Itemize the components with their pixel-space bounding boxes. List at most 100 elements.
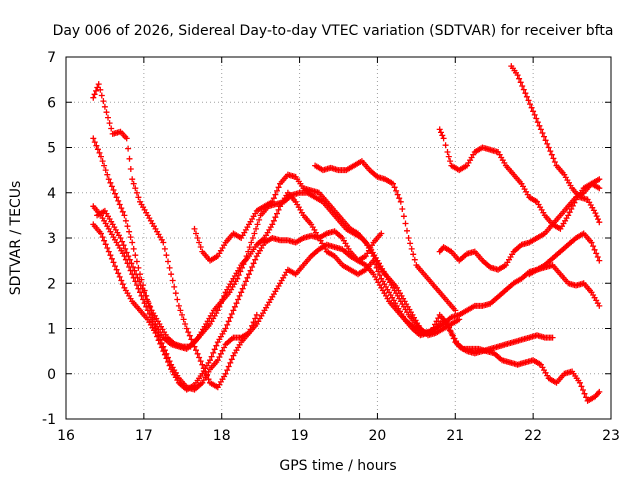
data-point <box>154 332 157 334</box>
data-point <box>364 264 367 266</box>
data-point <box>333 246 336 248</box>
data-point <box>287 268 289 271</box>
data-point <box>598 305 601 307</box>
data-point <box>536 201 538 203</box>
data-point <box>466 253 468 255</box>
data-point <box>571 187 573 190</box>
data-point <box>567 282 569 285</box>
data-point <box>466 164 468 167</box>
plot-frame <box>65 56 612 420</box>
data-point <box>224 327 227 330</box>
data-point <box>547 146 550 149</box>
data-point <box>283 201 285 203</box>
data-point <box>551 223 554 226</box>
data-point <box>170 273 172 276</box>
data-point <box>162 350 165 352</box>
data-point <box>92 223 95 226</box>
data-series <box>90 63 603 404</box>
data-point <box>108 228 110 230</box>
data-point <box>314 164 316 167</box>
x-tick-label: 22 <box>524 428 542 444</box>
data-point <box>536 237 538 239</box>
data-point <box>470 348 472 350</box>
data-point <box>497 345 499 348</box>
data-point <box>458 259 460 262</box>
data-point <box>435 332 437 334</box>
data-point <box>345 228 348 230</box>
data-point <box>559 273 562 276</box>
data-point <box>563 173 566 176</box>
data-point <box>528 273 531 276</box>
data-point <box>220 300 223 303</box>
data-point <box>322 169 324 171</box>
data-point <box>322 201 324 203</box>
data-point <box>341 248 344 251</box>
data-point <box>255 314 258 316</box>
data-point <box>135 273 137 276</box>
data-point <box>240 237 242 239</box>
data-point <box>115 196 118 199</box>
data-point <box>505 264 507 266</box>
data-point <box>197 336 200 339</box>
series-sat-f <box>191 171 463 339</box>
data-point <box>442 137 445 140</box>
data-point <box>598 221 601 223</box>
data-point <box>232 277 235 280</box>
data-point <box>520 277 523 280</box>
data-point <box>528 241 531 244</box>
data-point <box>559 250 562 253</box>
data-point <box>594 395 597 398</box>
data-point <box>473 151 476 153</box>
data-point <box>125 137 128 140</box>
data-point <box>462 348 464 350</box>
data-point <box>333 210 336 212</box>
data-point <box>119 130 122 133</box>
data-point <box>446 300 449 303</box>
data-point <box>193 388 196 391</box>
data-point <box>497 268 499 271</box>
data-point <box>528 196 531 199</box>
data-point <box>271 237 274 239</box>
data-point <box>287 191 289 194</box>
data-point <box>127 255 130 257</box>
x-tick-label: 17 <box>135 428 153 444</box>
data-point <box>473 352 476 355</box>
data-point <box>92 137 95 140</box>
data-point <box>217 359 219 361</box>
data-point <box>111 223 114 226</box>
data-point <box>119 237 122 239</box>
data-point <box>376 176 379 178</box>
data-point <box>489 302 492 305</box>
data-point <box>217 309 219 312</box>
data-point <box>294 241 297 244</box>
data-point <box>244 259 246 262</box>
data-point <box>166 336 169 339</box>
data-point <box>108 250 110 253</box>
data-point <box>501 359 503 361</box>
data-point <box>349 250 351 253</box>
data-point <box>380 232 383 235</box>
data-point <box>228 291 231 294</box>
data-point <box>232 354 235 357</box>
data-point <box>131 178 133 180</box>
data-point <box>579 196 581 199</box>
data-point <box>372 273 375 276</box>
data-point <box>446 151 449 153</box>
y-tick-label: 3 <box>47 231 56 247</box>
data-point <box>481 146 484 149</box>
data-point <box>341 264 344 266</box>
data-point <box>205 323 207 325</box>
data-point <box>115 268 118 271</box>
data-point <box>294 273 297 276</box>
data-point <box>326 243 328 246</box>
data-point <box>302 187 305 190</box>
data-point <box>178 382 180 384</box>
data-point <box>263 309 266 312</box>
data-point <box>150 309 153 312</box>
data-point <box>224 372 227 375</box>
data-point <box>563 372 566 375</box>
data-point <box>252 237 254 239</box>
data-point <box>240 336 242 339</box>
data-point <box>259 214 262 217</box>
data-point <box>178 305 180 307</box>
